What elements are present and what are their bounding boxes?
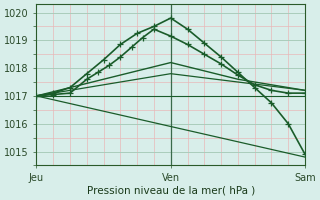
X-axis label: Pression niveau de la mer( hPa ): Pression niveau de la mer( hPa ): [87, 186, 255, 196]
